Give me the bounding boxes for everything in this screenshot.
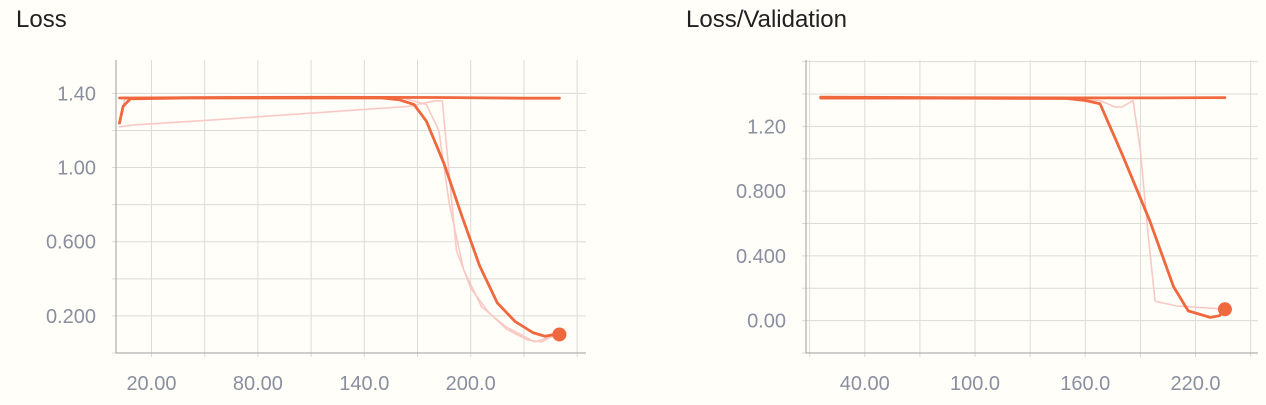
loss-chart-panel: Loss 20.00 80.00 140.0 200.0 1.40 1.00 0.600 0.… [0,0,620,405]
x-tick-label: 220.0 [1170,373,1220,395]
chart-title: Loss [16,6,67,33]
x-tick-label: 40.00 [840,373,890,395]
smoothed-series-line [819,96,1227,319]
raw-series-line [819,98,1226,311]
x-tick-label: 100.0 [950,373,1000,395]
last-point-marker[interactable] [552,327,567,342]
x-tick-label: 80.00 [233,373,283,395]
smoothed-series-line [118,95,561,100]
loss-validation-chart[interactable]: 40.00 100.0 160.0 220.0 1.20 0.800 0.400 0.00 [670,0,1266,405]
y-tick-label: 0.600 [46,232,96,254]
y-tick-label: 1.00 [57,158,96,180]
loss-chart[interactable]: 20.00 80.00 140.0 200.0 1.40 1.00 0.600 0.200 [0,0,620,405]
y-tick-label: 0.400 [736,246,786,268]
last-point-marker[interactable] [1217,302,1232,317]
y-tick-label: 0.00 [747,311,786,333]
y-tick-label: 1.20 [747,116,786,138]
x-tick-label: 160.0 [1060,373,1110,395]
x-tick-label: 20.00 [126,373,176,395]
loss-validation-chart-panel: Loss/Validation 40.00 100.0 160.0 220.0 1.20… [670,0,1266,405]
y-tick-label: 0.200 [46,306,96,328]
x-tick-label: 200.0 [446,373,496,395]
chart-title: Loss/Validation [686,6,847,33]
raw-series-line [118,100,561,343]
y-tick-label: 0.800 [736,181,786,203]
smoothed-series-line [819,95,1227,100]
smoothed-series-line [118,96,561,338]
x-tick-label: 140.0 [339,373,389,395]
y-tick-label: 1.40 [57,83,96,105]
raw-series-line [118,96,561,343]
